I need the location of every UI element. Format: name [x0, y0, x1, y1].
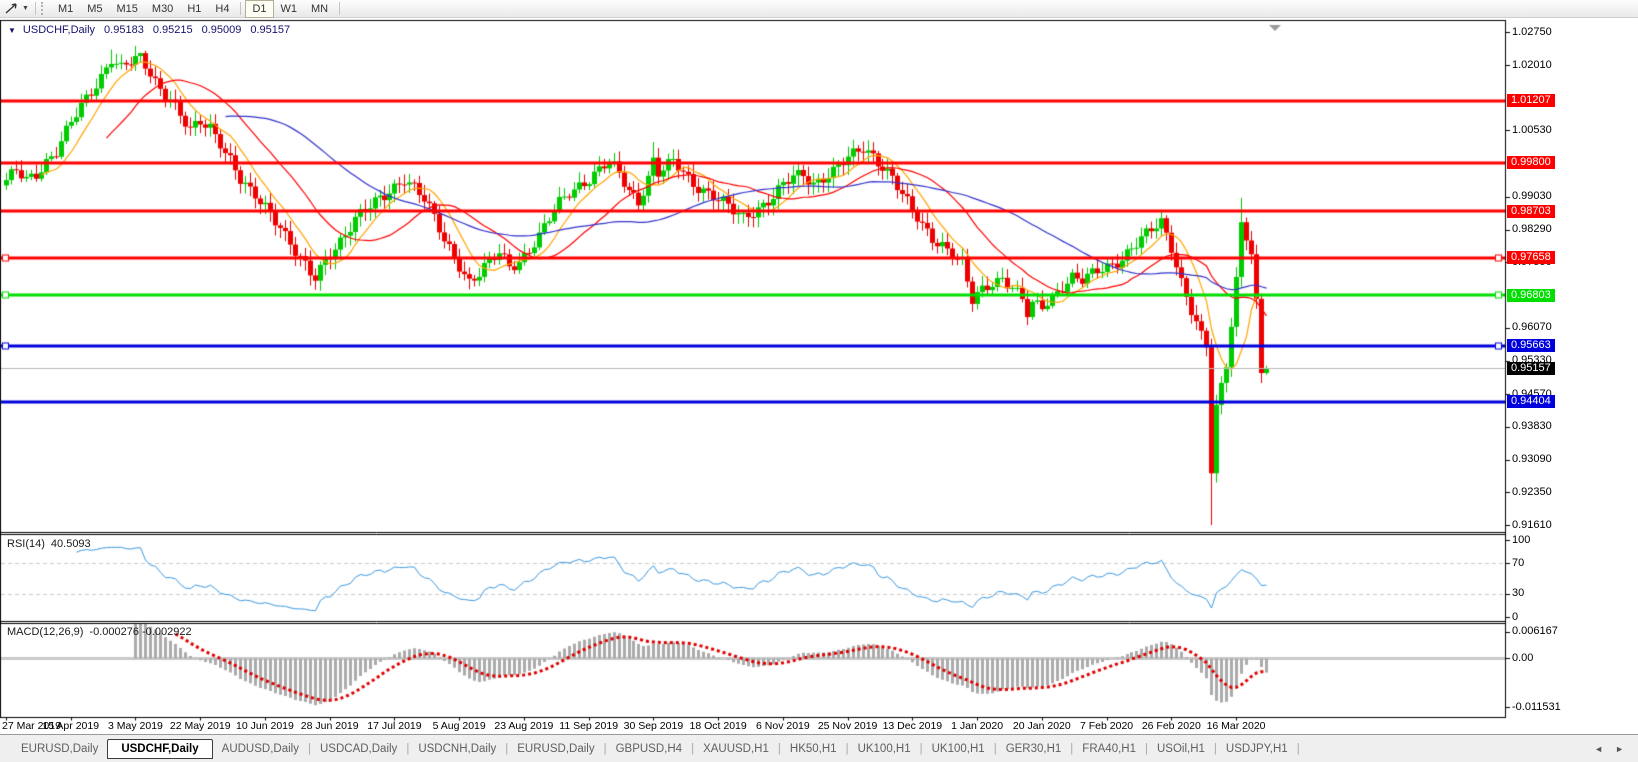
tab-divider: |: [406, 742, 410, 755]
chart-tab-bar: EURUSD,Daily USDCHF,Daily AUDUSD,Daily | USD…: [0, 734, 1638, 762]
chart-tab-uk100-h1[interactable]: UK100,H1: [857, 742, 911, 755]
tab-scroll-right-icon[interactable]: ►: [1615, 744, 1624, 754]
tab-divider: |: [919, 742, 923, 755]
chart-tab-eurusd-daily[interactable]: EURUSD,Daily: [517, 742, 595, 755]
chart-tab-usoil-h1[interactable]: USOil,H1: [1156, 742, 1205, 755]
chart-tab-usdjpy-h1[interactable]: USDJPY,H1: [1225, 742, 1288, 755]
tab-divider: |: [505, 742, 509, 755]
crosshair-tool-icon[interactable]: [3, 1, 20, 17]
toolbar-grip[interactable]: [40, 2, 47, 15]
tab-divider: |: [691, 742, 695, 755]
timeframe-button-M15[interactable]: M15: [116, 2, 138, 15]
timeframe-button-M5[interactable]: M5: [87, 2, 103, 15]
timeframe-toolbar: ▼ M1 M5 M15 M30 H1 H4 D1 W1 MN: [0, 0, 1638, 18]
chart-tab-usdchf-daily[interactable]: USDCHF,Daily: [107, 738, 213, 759]
tab-divider: |: [307, 742, 311, 755]
chart-window: ▼ USDCHF,Daily 0.95183 0.95215 0.95009 0…: [0, 18, 1638, 734]
timeframe-button-H4[interactable]: H4: [215, 2, 230, 15]
tab-divider: |: [1296, 742, 1300, 755]
chart-tab-uk100-h1[interactable]: UK100,H1: [931, 742, 985, 755]
timeframe-button-M30[interactable]: M30: [151, 2, 174, 15]
timeframe-button-MN[interactable]: MN: [311, 2, 329, 15]
chart-tab-xauusd-h1[interactable]: XAUUSD,H1: [703, 742, 769, 755]
timeframe-button-W1[interactable]: W1: [280, 2, 298, 15]
chart-tab-ger30-h1[interactable]: GER30,H1: [1005, 742, 1062, 755]
tab-divider: |: [1070, 742, 1074, 755]
chart-tab-usdcnh-daily[interactable]: USDCNH,Daily: [418, 742, 497, 755]
toolbar-separator: [339, 2, 341, 15]
tab-divider: |: [993, 742, 997, 755]
tab-scroll-left-icon[interactable]: ◄: [1594, 744, 1604, 754]
toolbar-separator: [240, 2, 242, 15]
tab-divider: |: [777, 742, 781, 755]
price-chart-canvas[interactable]: [0, 18, 1638, 734]
chart-tab-eurusd-daily[interactable]: EURUSD,Daily: [21, 742, 99, 755]
tool-dropdown-caret-icon[interactable]: ▼: [22, 5, 29, 12]
chart-tab-usdcad-daily[interactable]: USDCAD,Daily: [319, 742, 398, 755]
toolbar-separator: [34, 2, 36, 15]
tab-divider: |: [1213, 742, 1217, 755]
tab-divider: |: [845, 742, 849, 755]
timeframe-button-M1[interactable]: M1: [57, 2, 74, 15]
tab-divider: |: [603, 742, 607, 755]
tab-divider: |: [1144, 742, 1148, 755]
chart-tab-audusd-daily[interactable]: AUDUSD,Daily: [221, 742, 299, 755]
timeframe-button-D1[interactable]: D1: [245, 0, 274, 18]
chart-tab-fra40-h1[interactable]: FRA40,H1: [1082, 742, 1136, 755]
chart-tab-hk50-h1[interactable]: HK50,H1: [789, 742, 837, 755]
chart-tab-gbpusd-h4[interactable]: GBPUSD,H4: [615, 742, 683, 755]
timeframe-button-H1[interactable]: H1: [187, 2, 202, 15]
